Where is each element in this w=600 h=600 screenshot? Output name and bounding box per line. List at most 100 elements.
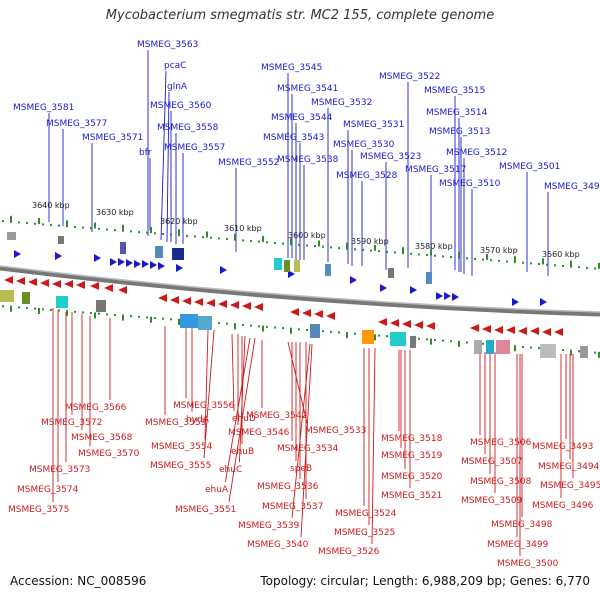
gene-label-msmeg-3509[interactable]: MSMEG_3509 — [461, 496, 523, 506]
forward-gene-arrow[interactable] — [158, 262, 165, 270]
gene-label-msmeg-3560[interactable]: MSMEG_3560 — [150, 101, 212, 111]
gene-label-msmeg-3525[interactable]: MSMEG_3525 — [334, 528, 395, 538]
forward-gene-arrow[interactable] — [14, 250, 21, 258]
gene-label-msmeg-3533[interactable]: MSMEG_3533 — [305, 426, 366, 436]
gene-label-msmeg-3501[interactable]: MSMEG_3501 — [499, 162, 560, 172]
reverse-gene-arrow[interactable] — [218, 300, 227, 308]
gene-label-msmeg-3496[interactable]: MSMEG_3496 — [532, 501, 594, 511]
reverse-gene-arrow[interactable] — [28, 278, 37, 286]
gene-label-hyda[interactable]: hydA — [186, 415, 210, 425]
gene-label-msmeg-3574[interactable]: MSMEG_3574 — [17, 485, 79, 495]
reverse-gene-arrow[interactable] — [378, 318, 387, 326]
reverse-gene-arrow[interactable] — [118, 286, 127, 294]
gene-label-msmeg-3522[interactable]: MSMEG_3522 — [379, 72, 440, 82]
reverse-gene-arrow[interactable] — [290, 308, 299, 316]
gene-label-msmeg-3558[interactable]: MSMEG_3558 — [157, 123, 219, 133]
gene-label-msmeg-3510[interactable]: MSMEG_3510 — [439, 179, 501, 189]
gene-label-ehuc[interactable]: ehuC — [219, 465, 242, 475]
gene-label-msmeg-3539[interactable]: MSMEG_3539 — [238, 521, 300, 531]
gene-label-pcac[interactable]: pcaC — [164, 61, 186, 71]
gene-label-msmeg-3571[interactable]: MSMEG_3571 — [82, 133, 143, 143]
gene-label-msmeg-3530[interactable]: MSMEG_3530 — [333, 140, 395, 150]
gene-label-msmeg-3514[interactable]: MSMEG_3514 — [426, 108, 488, 118]
forward-gene-arrow[interactable] — [220, 266, 227, 274]
gene-label-msmeg-3572[interactable]: MSMEG_3572 — [41, 418, 102, 428]
gene-label-msmeg-3534[interactable]: MSMEG_3534 — [277, 444, 339, 454]
forward-gene-arrow[interactable] — [444, 292, 451, 300]
reverse-gene-arrow[interactable] — [194, 298, 203, 306]
gene-label-msmeg-3536[interactable]: MSMEG_3536 — [257, 482, 319, 492]
gene-label-ehud[interactable]: ehuD — [232, 414, 256, 424]
reverse-gene-arrow[interactable] — [326, 312, 335, 320]
gene-label-msmeg-3542[interactable]: MSMEG_3542 — [246, 411, 307, 421]
gene-label-msmeg-3517[interactable]: MSMEG_3517 — [405, 165, 466, 175]
reverse-gene-arrow[interactable] — [482, 325, 491, 333]
gene-label-msmeg-3575[interactable]: MSMEG_3575 — [8, 505, 69, 515]
gene-label-msmeg-3495[interactable]: MSMEG_3495 — [540, 481, 600, 491]
gene-label-msmeg-3500[interactable]: MSMEG_3500 — [497, 559, 559, 569]
gene-label-msmeg-3556[interactable]: MSMEG_3556 — [173, 401, 235, 411]
forward-gene-arrow[interactable] — [126, 259, 133, 267]
reverse-gene-arrow[interactable] — [414, 321, 423, 329]
gene-label-msmeg-3532[interactable]: MSMEG_3532 — [311, 98, 372, 108]
reverse-gene-arrow[interactable] — [104, 284, 113, 292]
gene-label-msmeg-3563[interactable]: MSMEG_3563 — [137, 40, 198, 50]
forward-gene-arrow[interactable] — [55, 252, 62, 260]
gene-label-msmeg-3512[interactable]: MSMEG_3512 — [446, 148, 507, 158]
forward-gene-arrow[interactable] — [110, 258, 117, 266]
gene-label-msmeg-3557[interactable]: MSMEG_3557 — [164, 143, 225, 153]
reverse-gene-arrow[interactable] — [52, 280, 61, 288]
reverse-gene-arrow[interactable] — [542, 328, 551, 336]
reverse-gene-arrow[interactable] — [254, 303, 263, 311]
gene-label-msmeg-3497[interactable]: MSMEG_3497 — [544, 182, 600, 192]
gene-label-ehua[interactable]: ehuA — [205, 485, 229, 495]
reverse-gene-arrow[interactable] — [242, 302, 251, 310]
gene-label-msmeg-3570[interactable]: MSMEG_3570 — [78, 449, 140, 459]
gene-label-msmeg-3545[interactable]: MSMEG_3545 — [261, 63, 322, 73]
reverse-gene-arrow[interactable] — [426, 322, 435, 330]
reverse-gene-arrow[interactable] — [4, 276, 13, 284]
reverse-gene-arrow[interactable] — [40, 279, 49, 287]
gene-label-bfr[interactable]: bfr — [139, 148, 152, 158]
reverse-gene-arrow[interactable] — [470, 324, 479, 332]
forward-gene-arrow[interactable] — [142, 260, 149, 268]
forward-gene-arrow[interactable] — [380, 284, 387, 292]
gene-label-msmeg-3551[interactable]: MSMEG_3551 — [175, 505, 236, 515]
gene-label-msmeg-3499[interactable]: MSMEG_3499 — [487, 540, 549, 550]
forward-gene-arrow[interactable] — [436, 292, 443, 300]
reverse-gene-arrow[interactable] — [518, 327, 527, 335]
reverse-gene-arrow[interactable] — [314, 310, 323, 318]
gene-label-msmeg-3515[interactable]: MSMEG_3515 — [424, 86, 485, 96]
reverse-gene-arrow[interactable] — [64, 280, 73, 288]
gene-label-ehub[interactable]: ehuB — [231, 447, 254, 457]
forward-gene-arrow[interactable] — [176, 264, 183, 272]
reverse-gene-arrow[interactable] — [230, 301, 239, 309]
reverse-gene-arrow[interactable] — [302, 309, 311, 317]
reverse-gene-arrow[interactable] — [76, 281, 85, 289]
forward-gene-arrow[interactable] — [410, 286, 417, 294]
gene-label-msmeg-3531[interactable]: MSMEG_3531 — [343, 120, 404, 130]
reverse-gene-arrow[interactable] — [390, 319, 399, 327]
forward-gene-arrow[interactable] — [94, 254, 101, 262]
reverse-gene-arrow[interactable] — [16, 277, 25, 285]
gene-label-msmeg-3507[interactable]: MSMEG_3507 — [461, 457, 522, 467]
gene-label-msmeg-3544[interactable]: MSMEG_3544 — [271, 113, 333, 123]
gene-label-msmeg-3528[interactable]: MSMEG_3528 — [336, 171, 398, 181]
reverse-gene-arrow[interactable] — [206, 299, 215, 307]
gene-label-msmeg-3508[interactable]: MSMEG_3508 — [470, 477, 532, 487]
gene-label-msmeg-3538[interactable]: MSMEG_3538 — [277, 155, 339, 165]
gene-label-msmeg-3520[interactable]: MSMEG_3520 — [381, 472, 443, 482]
gene-label-msmeg-3513[interactable]: MSMEG_3513 — [429, 127, 490, 137]
reverse-gene-arrow[interactable] — [494, 326, 503, 334]
gene-label-msmeg-3494[interactable]: MSMEG_3494 — [538, 462, 600, 472]
forward-gene-arrow[interactable] — [150, 261, 157, 269]
gene-label-msmeg-3493[interactable]: MSMEG_3493 — [532, 442, 593, 452]
gene-label-msmeg-3555[interactable]: MSMEG_3555 — [150, 461, 211, 471]
reverse-gene-arrow[interactable] — [554, 328, 563, 336]
gene-label-speb[interactable]: speB — [290, 464, 312, 474]
gene-label-msmeg-3506[interactable]: MSMEG_3506 — [470, 438, 532, 448]
gene-label-msmeg-3554[interactable]: MSMEG_3554 — [151, 442, 213, 452]
gene-label-msmeg-3521[interactable]: MSMEG_3521 — [381, 491, 442, 501]
reverse-gene-arrow[interactable] — [90, 282, 99, 290]
gene-label-msmeg-3581[interactable]: MSMEG_3581 — [13, 103, 74, 113]
